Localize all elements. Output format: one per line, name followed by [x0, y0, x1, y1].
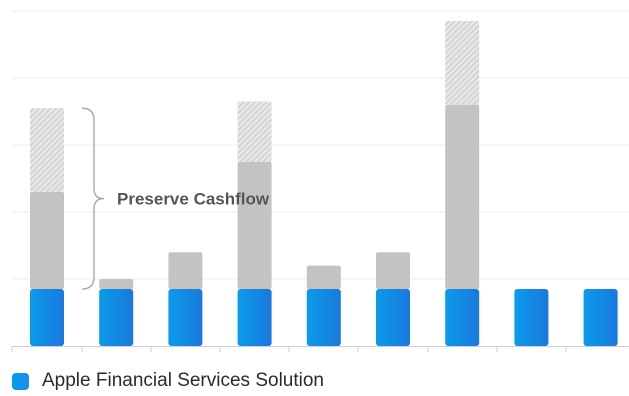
bar-segment: [237, 289, 272, 346]
bar-segment: [99, 279, 134, 290]
bar-segment: [168, 252, 203, 290]
bar-segment: [99, 289, 134, 346]
gridlines: [12, 10, 629, 280]
legend-swatch: [12, 372, 29, 390]
annotation: Preserve Cashflow: [81, 107, 270, 290]
bar-segment: [168, 289, 203, 346]
stacked-bar-chart: Preserve Cashflow: [11, 10, 629, 352]
bar-segment: [445, 104, 480, 290]
bar-segment: [514, 289, 549, 346]
bar-segment: [376, 252, 410, 290]
bar-segment: [445, 21, 480, 105]
bar-segment: [376, 289, 410, 346]
bar-segment: [30, 289, 64, 346]
bar-segment: [306, 289, 341, 346]
brace-annotation: [81, 107, 105, 290]
x-axis: [11, 346, 629, 352]
bar-segment: [583, 289, 618, 346]
bar-segment: [30, 108, 64, 192]
bars: [30, 21, 618, 346]
bar-segment: [237, 101, 272, 162]
bar-segment: [30, 191, 64, 290]
annotation-label: Preserve Cashflow: [117, 190, 270, 209]
legend: Apple Financial Services Solution: [12, 370, 324, 392]
legend-label: Apple Financial Services Solution: [42, 370, 324, 391]
bar-segment: [445, 289, 480, 346]
bar-segment: [237, 161, 272, 290]
bar-segment: [306, 265, 341, 290]
